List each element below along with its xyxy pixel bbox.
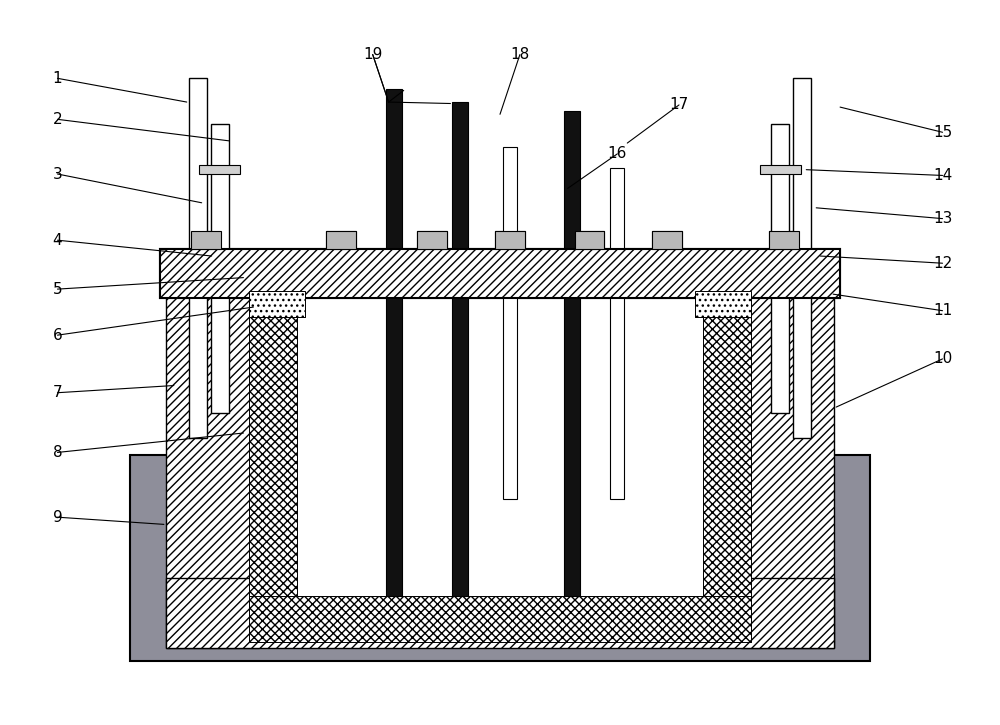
Bar <box>793 78 811 438</box>
Text: 7: 7 <box>53 385 62 400</box>
Bar <box>695 291 751 317</box>
Text: 5: 5 <box>53 281 62 297</box>
Bar <box>495 231 525 249</box>
Bar <box>417 231 447 249</box>
Bar <box>417 231 447 249</box>
Bar <box>249 597 751 642</box>
Text: 19: 19 <box>363 47 382 62</box>
Bar <box>575 231 604 249</box>
Bar <box>189 78 207 438</box>
Text: 12: 12 <box>933 256 952 270</box>
Text: 6: 6 <box>53 328 62 343</box>
Text: 17: 17 <box>669 97 689 112</box>
Bar <box>166 579 834 648</box>
Text: 1: 1 <box>53 71 62 86</box>
Bar <box>564 111 580 597</box>
Bar <box>760 165 801 174</box>
Bar <box>703 283 751 642</box>
Text: 4: 4 <box>53 233 62 248</box>
Text: 9: 9 <box>53 510 62 525</box>
Text: 3: 3 <box>53 167 62 181</box>
Bar <box>771 124 789 413</box>
Bar <box>199 165 240 174</box>
Bar <box>191 231 221 249</box>
Text: 18: 18 <box>510 47 530 62</box>
Bar <box>769 231 799 249</box>
Bar <box>326 231 356 249</box>
Text: 8: 8 <box>53 445 62 460</box>
Bar <box>160 249 840 298</box>
Text: 16: 16 <box>608 146 627 162</box>
Bar <box>610 168 624 500</box>
Bar <box>130 455 870 661</box>
Bar <box>297 283 703 597</box>
Bar <box>211 124 229 413</box>
Text: 10: 10 <box>933 352 952 366</box>
Bar <box>166 276 259 648</box>
Bar <box>249 291 305 317</box>
Bar <box>652 231 682 249</box>
Bar <box>695 291 751 317</box>
Bar <box>652 231 682 249</box>
Text: 11: 11 <box>933 303 952 318</box>
Bar <box>386 89 402 597</box>
Text: 2: 2 <box>53 112 62 127</box>
Bar <box>326 231 356 249</box>
Bar <box>575 231 604 249</box>
Text: 14: 14 <box>933 168 952 183</box>
Text: 13: 13 <box>933 211 952 226</box>
Bar <box>160 249 840 298</box>
Bar <box>249 291 305 317</box>
Text: 15: 15 <box>933 125 952 140</box>
Bar <box>191 231 221 249</box>
Bar <box>769 231 799 249</box>
Bar <box>503 146 517 500</box>
Bar <box>249 283 297 642</box>
Bar <box>452 102 468 597</box>
Bar <box>495 231 525 249</box>
Bar <box>741 276 834 648</box>
